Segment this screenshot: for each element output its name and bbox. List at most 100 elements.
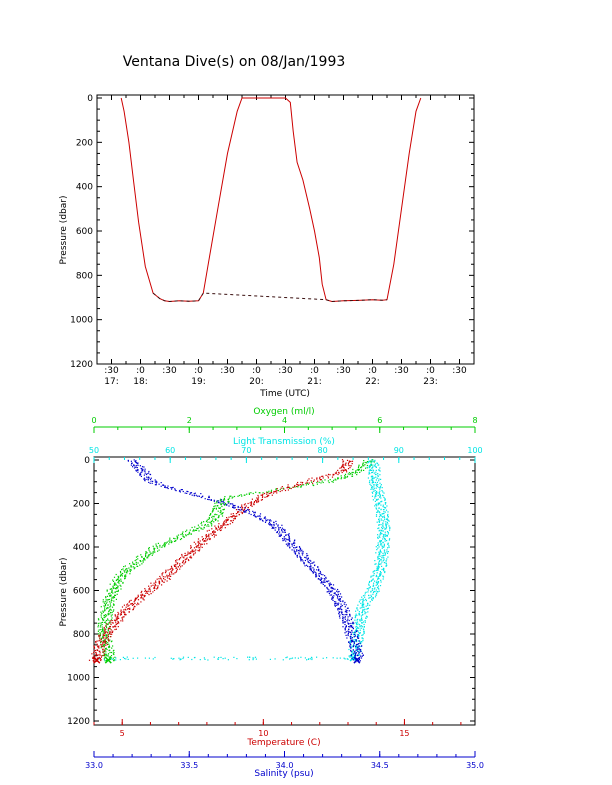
salinity-point — [277, 524, 279, 526]
light-transmission-point — [378, 507, 380, 509]
salinity-point — [299, 556, 301, 558]
oxygen-point — [101, 631, 103, 633]
oxygen-point — [357, 468, 359, 471]
salinity-point — [200, 493, 202, 495]
light-transmission-point — [372, 579, 374, 581]
light-transmission-bottom-point — [207, 659, 209, 661]
light-transmission-point — [367, 604, 369, 606]
light-transmission-point — [381, 526, 383, 528]
oxygen-point — [351, 475, 353, 477]
light-transmission-point — [378, 590, 380, 592]
light-transmission-point — [375, 493, 377, 495]
oxygen-point — [155, 543, 157, 545]
light-transmission-point — [379, 560, 381, 562]
salinity-point — [344, 611, 346, 613]
oxygen-point — [208, 518, 210, 520]
salinity-point — [352, 621, 354, 623]
light-transmission-point — [370, 463, 372, 465]
light-transmission-point — [387, 542, 389, 544]
light-transmission-point — [371, 491, 373, 493]
temperature-point — [206, 543, 208, 545]
temperature-point — [213, 536, 215, 538]
oxygen-point — [144, 559, 146, 561]
light-transmission-point — [381, 487, 383, 489]
light-transmission-point — [375, 487, 377, 489]
temperature-point — [281, 486, 283, 488]
salinity-bottom-marker — [353, 656, 361, 664]
temperature-point — [213, 530, 215, 532]
temperature-point — [297, 481, 299, 484]
oxygen-point — [100, 624, 102, 626]
salinity-point — [334, 603, 336, 605]
light-transmission-point — [355, 631, 357, 633]
oxygen-point — [228, 497, 231, 499]
oxygen-point — [103, 644, 105, 646]
salinity-point — [271, 527, 273, 529]
y-axis-label: Pressure (dbar) — [59, 196, 69, 265]
oxygen-point — [305, 484, 307, 486]
light-transmission-point — [363, 599, 365, 601]
oxygen-point — [103, 602, 105, 604]
salinity-point — [127, 459, 129, 461]
salinity-point — [294, 542, 296, 544]
oxygen-point — [275, 488, 277, 490]
temperature-point — [257, 501, 259, 503]
salinity-point — [348, 628, 350, 630]
oxygen-point — [110, 611, 112, 614]
light-transmission-point — [378, 520, 380, 522]
salinity-point — [171, 487, 173, 489]
temperature-point — [184, 555, 186, 557]
oxygen-point — [105, 635, 107, 637]
temperature-point — [220, 529, 222, 531]
light-transmission-point — [369, 601, 371, 603]
temperature-point — [288, 486, 290, 488]
oxygen-point — [147, 555, 149, 557]
oxygen-point — [102, 631, 104, 633]
temperature-point — [316, 478, 318, 480]
salinity-point — [344, 621, 346, 623]
salinity-point — [232, 503, 234, 505]
salinity-point — [144, 470, 146, 472]
temperature-point — [96, 654, 98, 657]
oxygen-point — [108, 610, 110, 612]
oxygen-point — [225, 503, 227, 505]
salinity-point — [283, 539, 285, 541]
oxygen-point — [107, 630, 109, 632]
salinity-point — [301, 554, 304, 556]
temperature-point — [93, 647, 96, 649]
temperature-point — [145, 589, 147, 591]
temperature-point — [350, 460, 352, 463]
light-transmission-point — [361, 626, 363, 628]
temperature-point — [190, 557, 192, 559]
light-transmission-point — [380, 524, 382, 526]
salinity-point — [178, 490, 181, 492]
temperature-point — [286, 487, 288, 489]
temperature-point — [100, 641, 102, 643]
salinity-point — [204, 498, 206, 500]
salinity-point — [164, 486, 166, 488]
temperature-point — [93, 646, 95, 648]
oxygen-point — [275, 488, 277, 490]
temperature-point — [117, 621, 119, 623]
temperature-point — [185, 554, 187, 556]
light-transmission-point — [358, 611, 360, 613]
temperature-point — [203, 540, 206, 542]
oxygen-tick-label: 2 — [187, 416, 192, 425]
light-transmission-point — [385, 565, 387, 567]
oxygen-point — [210, 520, 212, 522]
light-transmission-point — [384, 531, 386, 533]
temperature-point — [104, 640, 106, 643]
salinity-point — [264, 516, 266, 519]
temperature-point — [102, 648, 104, 650]
oxygen-point — [115, 584, 117, 586]
salinity-point — [356, 658, 358, 660]
temperature-point — [118, 622, 120, 624]
oxygen-point — [176, 538, 178, 540]
temperature-point — [108, 627, 110, 629]
light-transmission-point — [377, 564, 379, 566]
salinity-point — [172, 486, 174, 488]
temperature-point — [177, 566, 179, 568]
salinity-point — [306, 558, 308, 560]
light-transmission-point — [377, 591, 379, 593]
light-transmission-point — [353, 643, 355, 645]
